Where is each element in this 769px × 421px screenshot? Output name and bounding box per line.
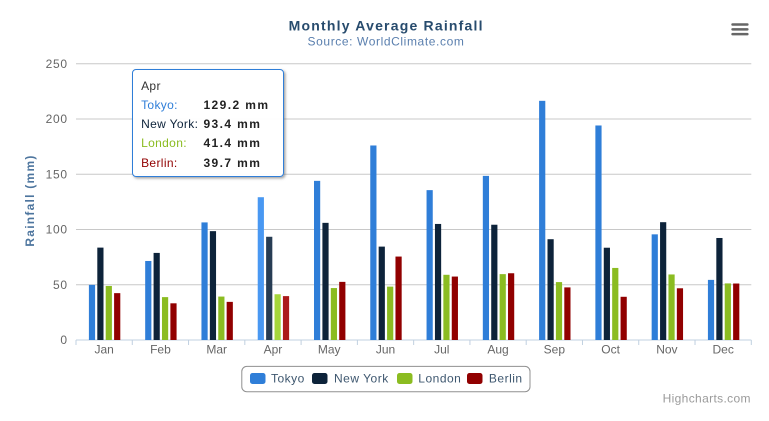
svg-text:Apr: Apr: [264, 343, 283, 357]
svg-text:Jul: Jul: [434, 343, 449, 357]
svg-text:Dec: Dec: [712, 343, 733, 357]
svg-text:150: 150: [46, 167, 68, 181]
svg-text:Tokyo: Tokyo: [271, 372, 305, 386]
svg-text:Source: WorldClimate.com: Source: WorldClimate.com: [308, 35, 465, 49]
svg-text:May: May: [318, 343, 341, 357]
svg-text:New York: New York: [334, 372, 389, 386]
svg-text:250: 250: [46, 57, 68, 71]
svg-text:Jan: Jan: [94, 343, 113, 357]
svg-text:0: 0: [60, 333, 67, 347]
svg-text:100: 100: [46, 223, 68, 237]
svg-text:Aug: Aug: [487, 343, 508, 357]
svg-text:Jun: Jun: [376, 343, 395, 357]
svg-text:Rainfall (mm): Rainfall (mm): [23, 154, 37, 246]
svg-text:Sep: Sep: [544, 343, 566, 357]
svg-text:London: London: [418, 372, 461, 386]
svg-text:200: 200: [46, 112, 68, 126]
svg-text:Feb: Feb: [150, 343, 171, 357]
svg-text:Highcharts.com: Highcharts.com: [663, 391, 751, 405]
svg-text:Mar: Mar: [206, 343, 227, 357]
svg-text:Nov: Nov: [656, 343, 677, 357]
svg-text:Oct: Oct: [601, 343, 620, 357]
svg-text:Berlin: Berlin: [489, 372, 523, 386]
svg-text:50: 50: [53, 278, 68, 292]
svg-text:Monthly Average Rainfall: Monthly Average Rainfall: [289, 18, 484, 34]
